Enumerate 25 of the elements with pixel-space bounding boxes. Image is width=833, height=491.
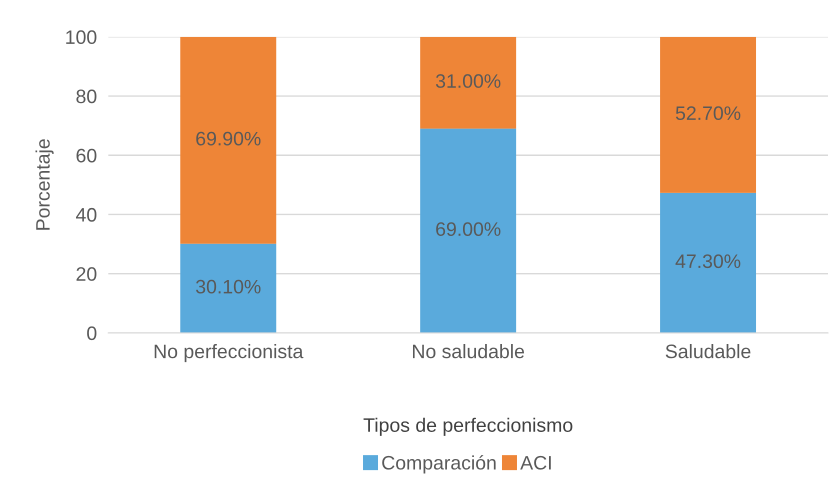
y-tick-label: 60 xyxy=(76,148,96,162)
x-tick-label: Saludable xyxy=(666,344,750,358)
legend-label: Comparación xyxy=(382,455,496,474)
bar xyxy=(420,36,516,129)
data-label: 69.90% xyxy=(196,132,261,146)
x-axis-title: Tipos de perfeccionismo xyxy=(364,418,572,436)
bar xyxy=(180,244,276,333)
y-tick-label: 40 xyxy=(76,208,96,222)
data-label: 30.10% xyxy=(196,280,261,294)
y-axis-title: Porcentaje xyxy=(36,139,54,230)
x-tick-label: No saludable xyxy=(412,344,524,358)
legend-label: ACI xyxy=(520,456,551,470)
bar xyxy=(660,36,756,193)
data-label: 52.70% xyxy=(676,106,740,120)
data-label: 31.00% xyxy=(436,74,500,88)
bar xyxy=(660,192,756,333)
y-tick-label: 100 xyxy=(66,30,96,44)
data-label: 47.30% xyxy=(676,254,740,268)
y-tick-label: 80 xyxy=(76,90,96,104)
bar xyxy=(420,128,516,333)
y-tick-label: 20 xyxy=(76,267,96,281)
y-tick-label: 0 xyxy=(87,326,96,340)
data-label: 69.00% xyxy=(436,222,500,236)
bar xyxy=(180,36,276,244)
x-tick-label: No perfeccionista xyxy=(154,344,304,362)
